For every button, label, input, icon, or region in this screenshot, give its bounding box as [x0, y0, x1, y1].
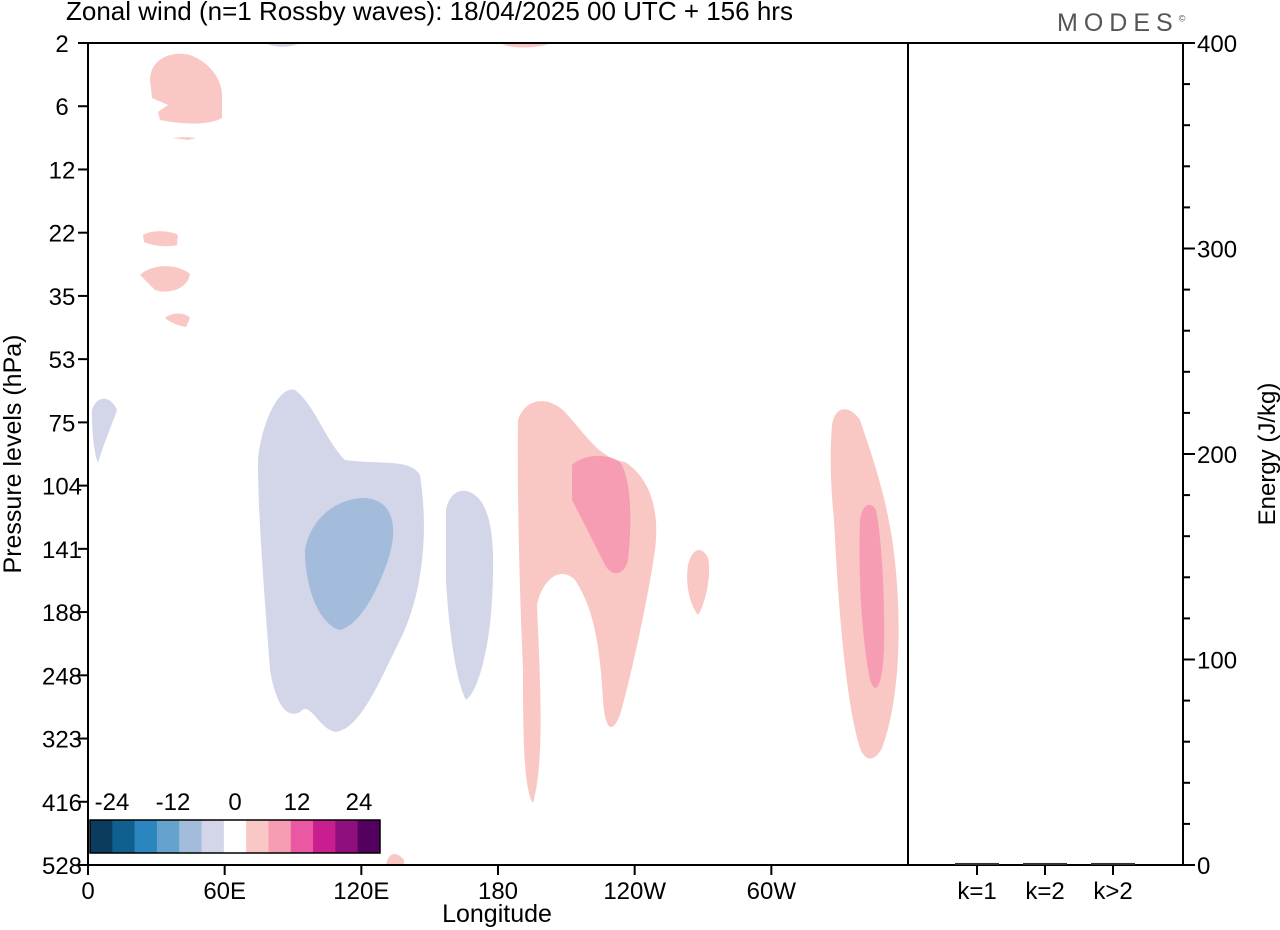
energy-tick-label: 300	[1197, 237, 1237, 264]
energy-tick-label: 100	[1197, 648, 1237, 675]
brand-mark: ©	[1178, 13, 1186, 24]
colorbar-swatch	[112, 820, 136, 853]
brand-text: MODES	[1057, 9, 1179, 37]
colorbar-swatch	[223, 820, 247, 853]
energy-bar	[955, 862, 999, 865]
y-tick-label: 104	[42, 474, 82, 501]
y-tick-label: 12	[49, 157, 76, 184]
contour-positive-upper-1	[150, 53, 222, 124]
y-tick-label: 188	[42, 600, 82, 627]
contour-positive-upper-2	[173, 137, 196, 140]
contour-negative-165e	[446, 490, 494, 700]
contour-positive-30w-core	[859, 504, 885, 688]
energy-category-label: k=2	[1025, 878, 1064, 905]
energy-tick-label: 200	[1197, 442, 1237, 469]
energy-tick-label: 400	[1197, 31, 1237, 58]
colorbar-tick-label: -12	[156, 789, 191, 816]
x-axis-ticks: 0 60E 120E 180 120W 60W	[81, 865, 796, 905]
colorbar-swatch	[357, 820, 381, 853]
contour-positive-core	[572, 455, 631, 574]
y-tick-label: 6	[55, 94, 68, 121]
contour-negative-core	[305, 498, 394, 630]
colorbar-tick-label: 24	[346, 789, 373, 816]
contour-positive-bottom	[386, 853, 404, 865]
y-tick-label: 75	[49, 410, 76, 437]
y-axis-label: Pressure levels (hPa)	[0, 335, 27, 574]
energy-category-label: k>2	[1093, 878, 1132, 905]
contour-positive-top-edge	[500, 43, 552, 48]
y-tick-label: 2	[55, 31, 68, 58]
colorbar-tick-label: -24	[95, 789, 130, 816]
colorbar-swatch	[268, 820, 292, 853]
colorbar-tick-label: 12	[284, 789, 311, 816]
y-tick-label: 528	[42, 853, 82, 880]
energy-axis-label: Energy (J/kg)	[1254, 383, 1280, 526]
y-tick-label: 248	[42, 663, 82, 690]
colorbar-swatch	[179, 820, 203, 853]
plot-frame	[87, 42, 1184, 866]
x-tick-label: 0	[81, 878, 94, 905]
x-tick-label: 60E	[203, 878, 246, 905]
energy-category-label: k=1	[957, 878, 996, 905]
contour-positive-137w	[687, 549, 710, 615]
contour-negative-left-edge	[92, 398, 117, 463]
y-tick-label: 141	[42, 537, 82, 564]
energy-axis-ticks: 0 100 200 300 400	[1183, 31, 1237, 880]
colorbar-tick-label: 0	[228, 789, 241, 816]
colorbar-swatch	[90, 820, 113, 853]
contour-positive-40hpa	[165, 313, 190, 327]
x-tick-label: 120E	[333, 878, 389, 905]
colorbar: -24 -12 0 12 24	[88, 789, 382, 855]
y-tick-label: 53	[49, 347, 76, 374]
x-axis-label: Longitude	[442, 900, 552, 928]
x-tick-label: 120W	[603, 878, 666, 905]
y-axis-ticks: 2 6 12 22 35 53 75 104 141 188 248 323 416 528	[42, 31, 88, 880]
colorbar-swatch	[134, 820, 158, 853]
energy-tick-label: 0	[1197, 853, 1210, 880]
y-tick-label: 416	[42, 790, 82, 817]
chart-title: Zonal wind (n=1 Rossby waves): 18/04/202…	[66, 0, 793, 26]
brand-logo: MODES©	[1057, 9, 1185, 38]
colorbar-swatch	[246, 820, 269, 853]
x-tick-label: 180	[478, 878, 518, 905]
energy-bar	[1091, 862, 1135, 865]
y-tick-label: 323	[42, 727, 82, 754]
contour-field	[92, 43, 899, 865]
energy-bars: k=1 k=2 k>2	[955, 862, 1135, 905]
contour-positive-22hpa	[143, 231, 178, 247]
colorbar-swatch	[313, 820, 336, 853]
contour-positive-30hpa	[140, 266, 190, 292]
y-tick-label: 22	[49, 221, 76, 248]
colorbar-swatch	[156, 820, 180, 853]
y-tick-label: 35	[49, 284, 76, 311]
colorbar-swatch	[290, 820, 314, 853]
colorbar-swatch	[201, 820, 225, 853]
colorbar-swatch	[335, 820, 359, 853]
colorbar-frame	[89, 819, 381, 854]
energy-bar	[1023, 862, 1067, 865]
x-tick-label: 60W	[747, 878, 797, 905]
